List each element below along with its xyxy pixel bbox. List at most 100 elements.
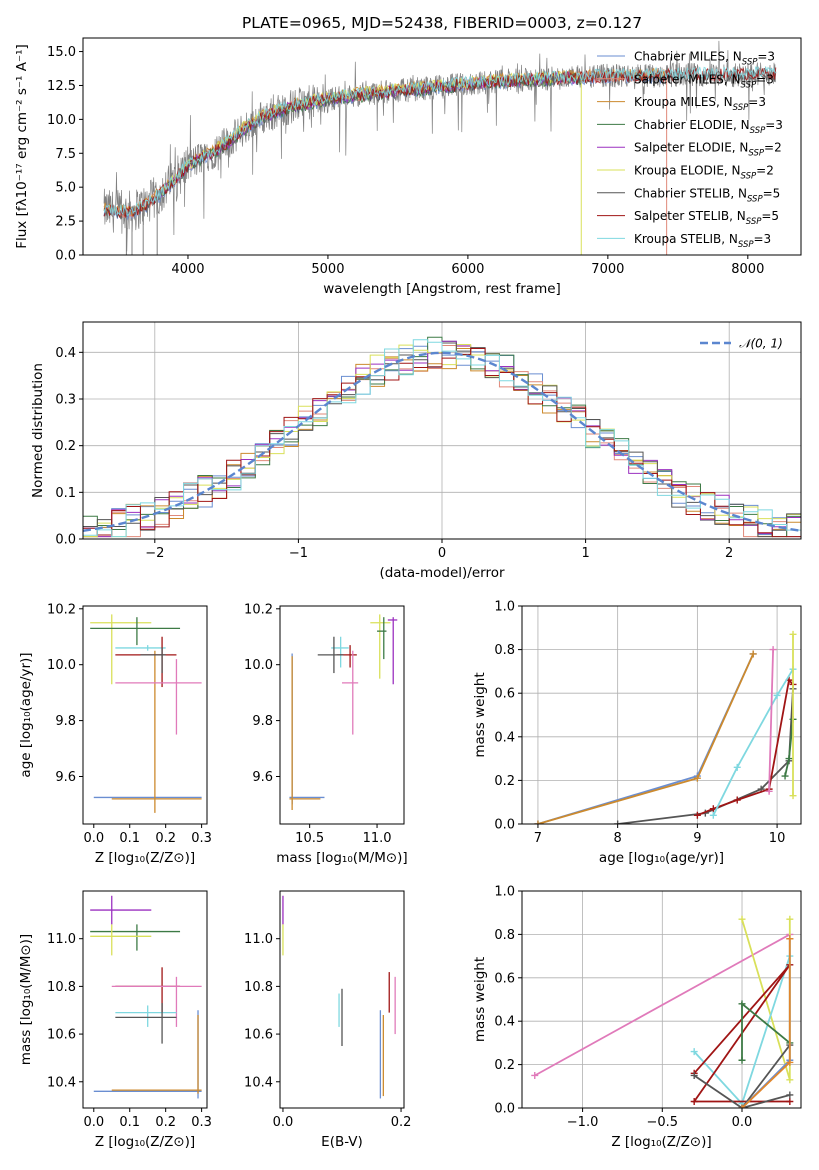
error-bar-point — [317, 636, 344, 674]
y-tick-label: 10.0 — [47, 113, 76, 128]
mass-weight-marker — [534, 820, 542, 824]
plot-area — [83, 336, 801, 538]
y-tick-label: 9.6 — [252, 770, 273, 785]
x-tick-label: 2 — [725, 546, 733, 561]
plot-area — [531, 915, 794, 1108]
mass-weight-marker — [733, 796, 741, 804]
mass-weight-marker — [789, 630, 797, 638]
legend-tail: =5 — [763, 186, 781, 200]
legend-label: Kroupa MILES, N — [634, 95, 733, 109]
y-tick-label: 10.0 — [244, 658, 273, 673]
mass-weight-marker — [690, 1048, 698, 1056]
x-tick-label: 6000 — [451, 262, 484, 277]
x-tick-label: 0.0 — [273, 1115, 294, 1130]
gridlines — [522, 605, 801, 825]
x-axis-label: mass [log₁₀(M/M⊙)] — [276, 850, 407, 866]
y-tick-label: 5.0 — [55, 181, 76, 196]
plot-area — [90, 895, 202, 1099]
y-tick-label: 0.2 — [494, 1058, 515, 1073]
x-axis-label: Z [log₁₀(Z/Z⊙)] — [611, 1134, 711, 1150]
x-tick-label: 0.1 — [119, 831, 140, 846]
error-bar-point — [115, 659, 202, 735]
error-bar-point — [115, 636, 177, 688]
panel-massweight_vs_Z: −1.0 −0.5 0.0 0.0 0.2 0.4 0.6 0.8 1.0 Z [log₁₀(Z/… — [472, 885, 802, 1150]
axes-frame — [279, 605, 405, 825]
y-axis-label: mass weight — [472, 672, 488, 757]
mass-weight-marker — [786, 915, 794, 923]
y-tick-label: 0.8 — [494, 643, 515, 658]
y-axis-label: mass [log₁₀(M/M⊙)] — [18, 934, 34, 1065]
mass-weight-marker — [614, 820, 622, 824]
gaussian-curve — [83, 351, 801, 532]
y-tick-label: 10.6 — [244, 1028, 273, 1043]
y-tick-label: 9.6 — [55, 770, 76, 785]
legend-entry: Kroupa STELIB, NSSP=3 — [634, 232, 771, 250]
error-bar-point — [90, 924, 152, 956]
legend-tail: =5 — [761, 209, 779, 223]
error-bar-point — [90, 617, 181, 646]
axes-frame — [82, 890, 208, 1109]
x-tick-label: 0.2 — [391, 1115, 412, 1130]
legend-entry: Kroupa ELODIE, NSSP=2 — [634, 164, 774, 182]
error-bar-point — [111, 976, 202, 1027]
mass-weight-marker — [738, 915, 746, 923]
legend-tail: =3 — [757, 50, 775, 64]
x-tick-label: 0.2 — [155, 831, 176, 846]
histogram-chabrier-elodie — [83, 336, 801, 538]
legend-tail: =2 — [756, 164, 774, 178]
legend-label: 𝒩(0, 1) — [739, 337, 783, 351]
histogram-chabrier-stelib — [83, 342, 801, 538]
mass-weight-marker — [693, 811, 701, 819]
y-tick-label: 10.4 — [47, 1075, 76, 1090]
x-tick-label: −1 — [289, 546, 308, 561]
y-tick-label: 11.0 — [244, 932, 273, 947]
y-tick-label: 7.5 — [55, 147, 76, 162]
x-axis-label: Z [log₁₀(Z/Z⊙)] — [95, 1134, 195, 1150]
x-tick-label: 1 — [581, 546, 589, 561]
y-tick-label: 0.2 — [55, 439, 76, 454]
axes-frame — [521, 890, 802, 1109]
mass-weight-marker — [786, 1076, 794, 1084]
y-tick-label: 10.2 — [244, 602, 273, 617]
chart-title: PLATE=0965, MJD=52438, FIBERID=0003, z=0… — [242, 14, 642, 32]
x-tick-label: 0.1 — [119, 1115, 140, 1130]
y-axis-label: age [log₁₀(age/yr)] — [18, 652, 34, 777]
mass-weight-marker — [749, 650, 757, 658]
error-bar-point — [115, 1005, 177, 1027]
x-tick-label: 0.3 — [191, 831, 212, 846]
y-tick-label: 0.1 — [55, 486, 76, 501]
mass-weight-series — [712, 668, 794, 816]
y-tick-label: 0.0 — [494, 818, 515, 833]
mass-weight-marker — [690, 1097, 698, 1105]
y-tick-label: 11.0 — [47, 932, 76, 947]
mass-weight-marker — [531, 1071, 539, 1079]
y-tick-label: 0.8 — [494, 928, 515, 943]
error-bar-point — [289, 653, 325, 805]
panel-mass_vs_EBV: 0.0 0.2 10.4 10.6 10.8 11.0 E(B-V) — [244, 890, 412, 1150]
y-tick-label: 10.6 — [47, 1028, 76, 1043]
error-bar-point — [90, 895, 152, 925]
mass-weight-marker — [690, 1071, 698, 1079]
x-axis-label: E(B-V) — [321, 1134, 363, 1150]
x-axis-label: (data-model)/error — [379, 565, 505, 581]
y-tick-label: 10.8 — [47, 980, 76, 995]
legend-subscript: SSP — [742, 58, 758, 68]
axes-frame — [82, 321, 802, 540]
x-tick-label: 5000 — [311, 262, 344, 277]
panel-age_vs_Z: 0.0 0.1 0.2 0.3 9.6 9.8 10.0 10.2 Z [log₁₀(Z/Z⊙)… — [18, 602, 212, 866]
y-tick-label: 10.0 — [47, 658, 76, 673]
legend-tail: =3 — [765, 118, 783, 132]
error-bar-point — [115, 1003, 177, 1044]
x-tick-label: 7 — [534, 831, 542, 846]
legend-entry: Kroupa MILES, NSSP=3 — [634, 95, 766, 113]
mass-weight-marker — [738, 1056, 746, 1064]
mass-weight-marker — [765, 787, 773, 795]
error-bar-point — [370, 614, 391, 679]
legend-subscript: SSP — [750, 126, 766, 136]
y-tick-label: 10.2 — [47, 602, 76, 617]
x-tick-label: 7000 — [591, 262, 624, 277]
legend-entry: Salpeter MILES, NSSP=3 — [634, 72, 774, 90]
mass-weight-marker — [738, 1104, 746, 1108]
y-tick-label: 0.0 — [494, 1102, 515, 1117]
